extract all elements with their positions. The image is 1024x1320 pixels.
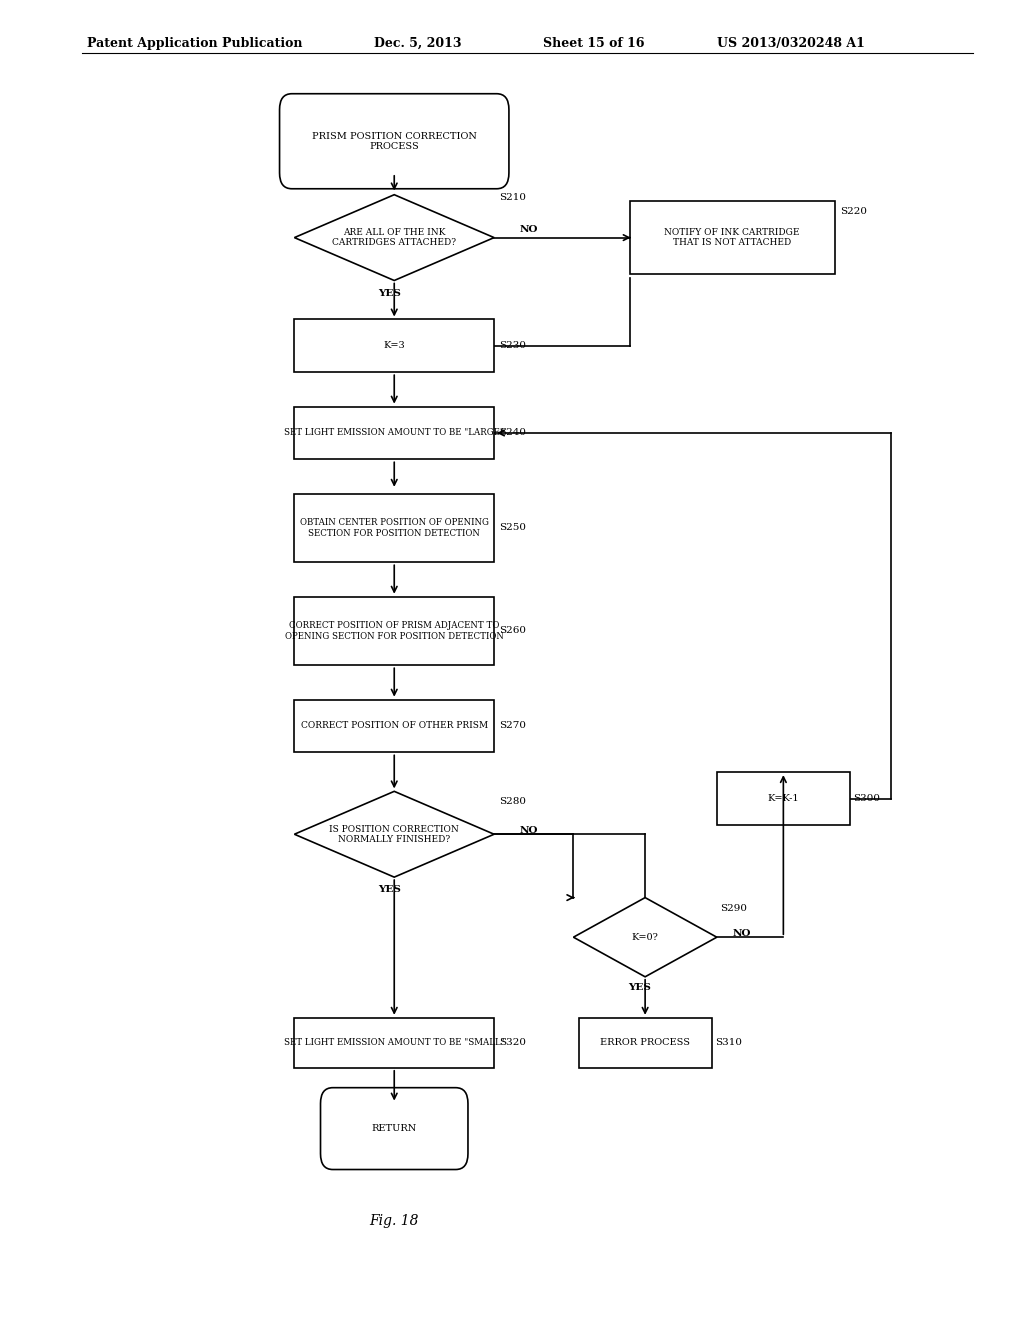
Text: YES: YES — [378, 289, 400, 297]
Text: S300: S300 — [853, 795, 880, 803]
Text: CORRECT POSITION OF PRISM ADJACENT TO
OPENING SECTION FOR POSITION DETECTION: CORRECT POSITION OF PRISM ADJACENT TO OP… — [285, 622, 504, 640]
Text: OBTAIN CENTER POSITION OF OPENING
SECTION FOR POSITION DETECTION: OBTAIN CENTER POSITION OF OPENING SECTIO… — [300, 519, 488, 537]
Text: Fig. 18: Fig. 18 — [370, 1214, 419, 1228]
Text: S310: S310 — [715, 1039, 741, 1047]
Text: Dec. 5, 2013: Dec. 5, 2013 — [374, 37, 461, 50]
Text: S210: S210 — [500, 194, 526, 202]
Text: ERROR PROCESS: ERROR PROCESS — [600, 1039, 690, 1047]
FancyBboxPatch shape — [295, 319, 494, 372]
Text: SET LIGHT EMISSION AMOUNT TO BE "SMALL": SET LIGHT EMISSION AMOUNT TO BE "SMALL" — [284, 1039, 505, 1047]
Text: NOTIFY OF INK CARTRIDGE
THAT IS NOT ATTACHED: NOTIFY OF INK CARTRIDGE THAT IS NOT ATTA… — [665, 228, 800, 247]
FancyBboxPatch shape — [295, 494, 494, 562]
Polygon shape — [295, 195, 495, 281]
Text: Patent Application Publication: Patent Application Publication — [87, 37, 302, 50]
Text: S280: S280 — [500, 797, 526, 805]
FancyBboxPatch shape — [321, 1088, 468, 1170]
Text: S260: S260 — [500, 627, 526, 635]
Text: RETURN: RETURN — [372, 1125, 417, 1133]
Text: S250: S250 — [500, 524, 526, 532]
Text: CORRECT POSITION OF OTHER PRISM: CORRECT POSITION OF OTHER PRISM — [301, 722, 487, 730]
FancyBboxPatch shape — [717, 772, 850, 825]
Text: S320: S320 — [500, 1039, 526, 1047]
Text: NO: NO — [732, 929, 751, 937]
Text: YES: YES — [378, 886, 400, 894]
Text: NO: NO — [520, 826, 539, 834]
FancyBboxPatch shape — [295, 1018, 494, 1068]
Text: S270: S270 — [500, 722, 526, 730]
Text: K=K-1: K=K-1 — [768, 795, 799, 803]
Text: K=3: K=3 — [383, 342, 406, 350]
Text: ARE ALL OF THE INK
CARTRIDGES ATTACHED?: ARE ALL OF THE INK CARTRIDGES ATTACHED? — [332, 228, 457, 247]
FancyBboxPatch shape — [579, 1018, 712, 1068]
Text: IS POSITION CORRECTION
NORMALLY FINISHED?: IS POSITION CORRECTION NORMALLY FINISHED… — [330, 825, 459, 843]
Text: S240: S240 — [500, 429, 526, 437]
Text: S230: S230 — [500, 342, 526, 350]
FancyBboxPatch shape — [295, 407, 494, 459]
Text: Sheet 15 of 16: Sheet 15 of 16 — [543, 37, 644, 50]
Text: K=0?: K=0? — [632, 933, 658, 941]
Text: S290: S290 — [720, 904, 746, 912]
Text: YES: YES — [629, 983, 651, 991]
FancyBboxPatch shape — [280, 94, 509, 189]
FancyBboxPatch shape — [295, 700, 494, 752]
Text: SET LIGHT EMISSION AMOUNT TO BE "LARGE": SET LIGHT EMISSION AMOUNT TO BE "LARGE" — [285, 429, 504, 437]
Text: PRISM POSITION CORRECTION
PROCESS: PRISM POSITION CORRECTION PROCESS — [311, 132, 477, 150]
Text: S220: S220 — [840, 207, 866, 215]
FancyBboxPatch shape — [295, 597, 494, 665]
FancyBboxPatch shape — [630, 201, 835, 275]
Text: NO: NO — [520, 226, 539, 234]
Polygon shape — [295, 792, 495, 876]
Polygon shape — [573, 898, 717, 977]
Text: US 2013/0320248 A1: US 2013/0320248 A1 — [717, 37, 864, 50]
